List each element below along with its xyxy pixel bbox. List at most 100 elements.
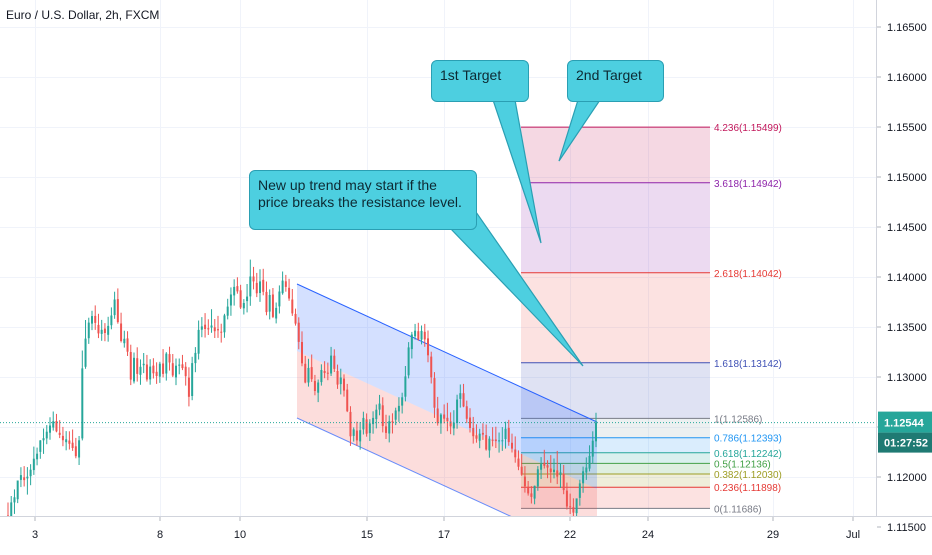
candle: [517, 458, 520, 467]
candle: [456, 399, 459, 423]
fib-band: [521, 272, 710, 363]
candle: [275, 307, 278, 319]
candle: [207, 328, 210, 330]
candle: [252, 276, 255, 282]
candle: [171, 363, 174, 376]
symbol-title[interactable]: Euro / U.S. Dollar, 2h, FXCM: [6, 8, 160, 22]
candle: [594, 422, 598, 442]
candle: [520, 466, 523, 475]
candle: [375, 409, 378, 420]
candle: [320, 370, 323, 383]
price-tick-label: 1.15000: [887, 172, 927, 184]
candle: [452, 422, 455, 429]
candle: [181, 364, 184, 369]
channel-lower-fill: [297, 351, 597, 555]
candle: [446, 417, 449, 422]
candle: [297, 322, 300, 342]
candle: [233, 286, 236, 296]
countdown-text: 01:27:52: [884, 438, 928, 450]
candle: [459, 393, 462, 399]
candle: [507, 427, 510, 443]
candle: [333, 355, 336, 369]
candle: [97, 324, 100, 334]
candle: [74, 446, 77, 457]
candle: [536, 469, 539, 487]
candle: [339, 377, 342, 385]
candle: [129, 352, 132, 380]
candle: [152, 365, 155, 374]
fib-level-label: 1(1.12586): [714, 414, 762, 425]
candle: [433, 378, 436, 408]
candle: [120, 323, 123, 341]
candle: [100, 329, 103, 334]
candle: [401, 397, 404, 406]
fib-level-label: 1.618(1.13142): [714, 359, 782, 370]
candle: [569, 506, 572, 508]
callout-label: 2nd Target: [576, 67, 642, 83]
candle: [414, 330, 417, 337]
candle: [281, 280, 284, 294]
candle: [271, 294, 274, 317]
candle: [265, 291, 268, 313]
callout-label: New up trend may start if the price brea…: [258, 177, 462, 210]
candle: [355, 430, 358, 441]
candle: [149, 366, 152, 380]
candle: [368, 423, 371, 434]
time-tick-label: 15: [361, 529, 373, 541]
candle: [26, 476, 29, 479]
candle: [204, 324, 207, 329]
candle: [123, 338, 126, 344]
candle: [142, 363, 145, 366]
candle: [197, 329, 200, 354]
fib-band: [521, 474, 710, 488]
callout-label: 1st Target: [440, 67, 502, 83]
candle: [420, 330, 423, 340]
candle: [430, 356, 433, 378]
candle: [184, 366, 187, 377]
candle: [242, 303, 245, 309]
candle: [510, 442, 514, 449]
candle: [491, 439, 494, 441]
candle: [439, 414, 442, 424]
candle: [540, 464, 543, 470]
time-tick-label: 29: [767, 529, 779, 541]
fib-level-label: 3.618(1.14942): [714, 179, 782, 190]
candle: [591, 440, 594, 457]
callout-1st-target[interactable]: 1st Target: [431, 60, 529, 102]
candle: [226, 306, 229, 316]
callout-2nd-target[interactable]: 2nd Target: [567, 60, 664, 102]
candle: [13, 497, 16, 503]
candle: [61, 435, 64, 441]
candle: [23, 477, 26, 481]
candle: [229, 294, 232, 306]
candle: [139, 366, 142, 375]
candle: [168, 354, 171, 363]
candle: [336, 371, 339, 385]
candle: [530, 493, 533, 497]
candle: [443, 414, 446, 419]
candle: [549, 468, 552, 473]
callout-resistance-note[interactable]: New up trend may start if the price brea…: [249, 170, 477, 230]
candle: [307, 367, 310, 383]
candle: [10, 502, 13, 526]
candle: [423, 331, 426, 340]
candle: [90, 316, 94, 324]
candle: [501, 440, 504, 442]
candle: [397, 405, 400, 412]
candle: [55, 421, 58, 432]
candle: [575, 498, 578, 514]
candle: [284, 281, 287, 287]
price-tick-label: 1.16000: [887, 72, 927, 84]
candle: [543, 462, 546, 466]
channel-upper-line[interactable]: [296, 283, 598, 423]
channel-upper-fill: [297, 284, 597, 489]
candle: [394, 410, 397, 420]
candle: [116, 299, 119, 323]
candle: [239, 290, 242, 308]
candle: [220, 331, 223, 333]
candle: [29, 469, 32, 477]
time-scale[interactable]: [0, 517, 876, 550]
candle: [68, 440, 71, 444]
candle: [94, 315, 97, 323]
fib-level-label: 2.618(1.14042): [714, 269, 782, 280]
